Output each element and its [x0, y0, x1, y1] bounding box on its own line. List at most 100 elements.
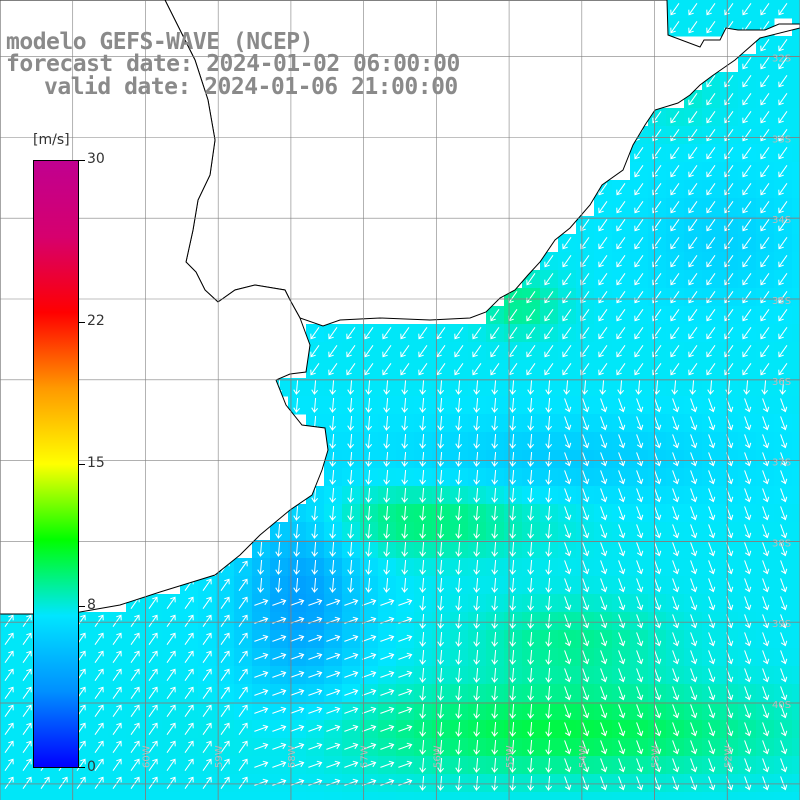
wind-arrow	[636, 758, 644, 773]
wind-arrow	[600, 470, 608, 485]
wind-arrow	[527, 541, 535, 557]
wind-arrow	[491, 541, 499, 557]
wind-arrow	[112, 740, 122, 753]
speed-cell	[792, 648, 800, 667]
wind-arrow	[598, 327, 608, 340]
wind-arrow	[347, 487, 355, 503]
latitude-label: 36S	[772, 377, 791, 388]
wind-arrow	[778, 57, 788, 70]
colorbar-tick	[79, 322, 85, 324]
wind-arrow	[344, 724, 359, 732]
wind-arrow	[455, 703, 463, 719]
wind-arrow	[742, 147, 752, 160]
wind-arrow	[365, 433, 373, 449]
wind-arrow	[582, 650, 590, 665]
wind-arrow	[437, 487, 445, 503]
wind-arrow	[527, 451, 535, 467]
wind-arrow	[4, 650, 14, 663]
wind-arrow	[636, 416, 644, 431]
wind-arrow	[690, 596, 698, 611]
wind-arrow	[184, 740, 194, 753]
speed-cell	[792, 522, 800, 541]
wind-arrow	[744, 578, 752, 593]
wind-arrow	[419, 739, 427, 755]
wind-arrow	[762, 740, 770, 755]
wind-arrow	[762, 488, 770, 503]
wind-arrow	[94, 668, 104, 681]
wind-arrow	[635, 379, 643, 395]
wind-arrow	[308, 670, 323, 678]
wind-arrow	[670, 273, 680, 286]
wind-arrow	[545, 595, 553, 611]
wind-arrow	[760, 345, 770, 358]
wind-arrow	[564, 632, 572, 647]
wind-arrow	[526, 309, 536, 322]
wind-arrow	[112, 722, 122, 735]
speed-cell	[792, 432, 800, 451]
wind-arrow	[708, 506, 716, 521]
speed-cell	[792, 72, 800, 91]
speed-cell	[648, 792, 667, 800]
wind-arrow	[148, 758, 158, 771]
wind-arrow	[272, 706, 287, 714]
speed-cell	[792, 576, 800, 595]
wind-arrow	[760, 147, 770, 160]
wind-arrow	[778, 255, 788, 268]
wind-arrow	[380, 760, 395, 768]
wind-arrow	[724, 273, 734, 286]
wind-arrow	[437, 613, 445, 629]
wind-arrow	[455, 577, 463, 593]
speed-cell	[252, 792, 271, 800]
wind-arrow	[760, 3, 770, 16]
wind-arrow	[690, 740, 698, 755]
wind-arrow	[437, 415, 445, 431]
wind-arrow	[184, 758, 194, 771]
wind-arrow	[654, 470, 662, 485]
wind-arrow	[780, 632, 788, 647]
wind-arrow	[688, 183, 698, 196]
wind-arrow	[344, 688, 359, 696]
wind-arrow	[690, 776, 698, 791]
wind-arrow	[779, 379, 787, 395]
wind-arrow	[778, 39, 788, 52]
wind-arrow	[94, 632, 104, 645]
speed-cell	[792, 702, 800, 721]
wind-arrow	[636, 452, 644, 467]
wind-arrow	[254, 706, 269, 714]
wind-arrow	[419, 685, 427, 701]
wind-arrow	[744, 434, 752, 449]
wind-arrow	[706, 93, 716, 106]
wind-arrow	[398, 724, 413, 732]
wind-arrow	[491, 505, 499, 521]
speed-cell	[450, 792, 469, 800]
wind-arrow	[272, 778, 287, 786]
wind-arrow	[130, 740, 140, 753]
wind-arrow	[398, 760, 413, 768]
wind-arrow	[780, 560, 788, 575]
wind-arrow	[362, 724, 377, 732]
wind-arrow	[780, 686, 788, 701]
wind-arrow	[600, 488, 608, 503]
wind-arrow	[401, 397, 409, 413]
wind-arrow	[419, 703, 427, 719]
wind-arrow	[347, 397, 355, 413]
wind-arrow	[706, 21, 716, 34]
wind-arrow	[744, 416, 752, 431]
wind-arrow	[580, 219, 590, 232]
wind-arrow	[744, 488, 752, 503]
wind-arrow	[690, 524, 698, 539]
wind-arrow	[22, 632, 32, 645]
wind-arrow	[401, 505, 409, 521]
wind-arrow	[473, 595, 481, 611]
wind-arrow	[473, 541, 481, 557]
wind-arrow	[780, 452, 788, 467]
wind-arrow	[491, 433, 499, 449]
wind-arrow	[689, 379, 697, 395]
wind-arrow	[545, 541, 553, 557]
wind-arrow	[362, 652, 377, 660]
wind-arrow	[401, 559, 409, 575]
wind-arrow	[311, 379, 319, 395]
wind-arrow	[636, 614, 644, 629]
wind-arrow	[238, 704, 248, 717]
